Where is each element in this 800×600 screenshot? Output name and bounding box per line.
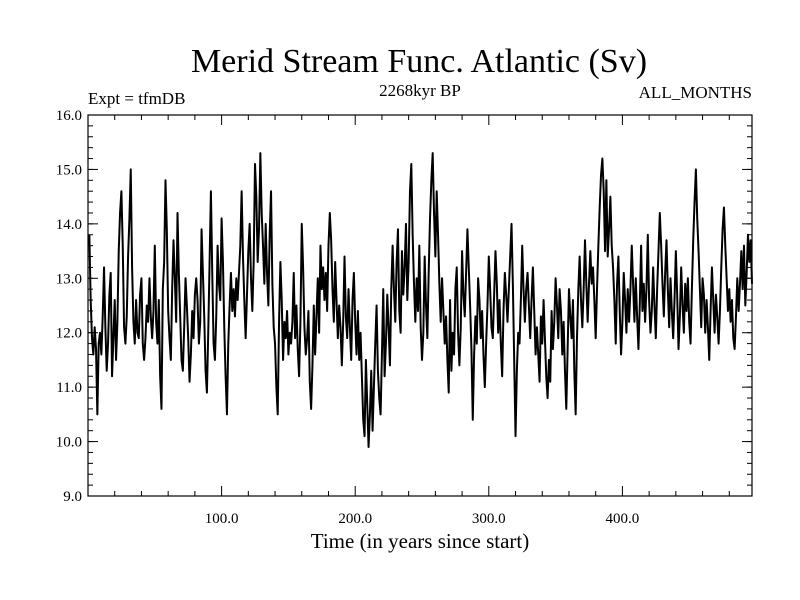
x-tick-label: 200.0 <box>338 511 372 527</box>
y-tick-label: 10.0 <box>56 435 82 451</box>
experiment-label: Expt = tfmDB <box>88 89 185 108</box>
data-line <box>88 152 753 449</box>
axis-ticks <box>88 114 752 497</box>
y-tick-label: 9.0 <box>63 489 82 505</box>
chart-title: Merid Stream Func. Atlantic (Sv) <box>191 43 647 80</box>
x-axis-label: Time (in years since start) <box>311 529 530 553</box>
plot-frame <box>87 114 753 497</box>
x-tick-label: 300.0 <box>472 511 506 527</box>
y-tick-label: 12.0 <box>56 326 82 342</box>
x-tick-label: 400.0 <box>606 511 640 527</box>
y-tick-label: 16.0 <box>56 108 82 124</box>
months-label: ALL_MONTHS <box>639 83 752 102</box>
x-tick-label: 100.0 <box>205 511 239 527</box>
period-label: 2268kyr BP <box>379 81 461 100</box>
y-tick-label: 15.0 <box>56 162 82 178</box>
x-tick-labels: 100.0 200.0 300.0 400.0 <box>205 511 640 527</box>
y-tick-labels: 9.0 10.0 11.0 12.0 13.0 14.0 15.0 16.0 <box>56 108 82 505</box>
y-tick-label: 14.0 <box>56 217 82 233</box>
y-tick-label: 11.0 <box>56 380 82 396</box>
y-tick-label: 13.0 <box>56 271 82 287</box>
